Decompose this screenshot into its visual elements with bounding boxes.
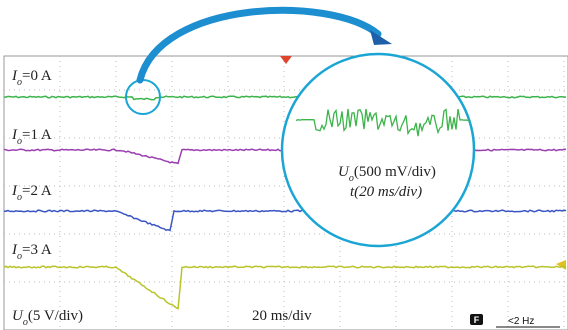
- status-icon: F: [474, 315, 480, 325]
- zoom-inset: [282, 54, 474, 246]
- oscilloscope-figure: Io=0 A Io=1 A Io=2 A Io=3 A Uo(5 V/div) …: [0, 0, 568, 330]
- inset-time: t(20 ms/div): [350, 184, 422, 200]
- frequency: <2 Hz: [508, 316, 534, 327]
- time-scale: 20 ms/div: [252, 308, 312, 324]
